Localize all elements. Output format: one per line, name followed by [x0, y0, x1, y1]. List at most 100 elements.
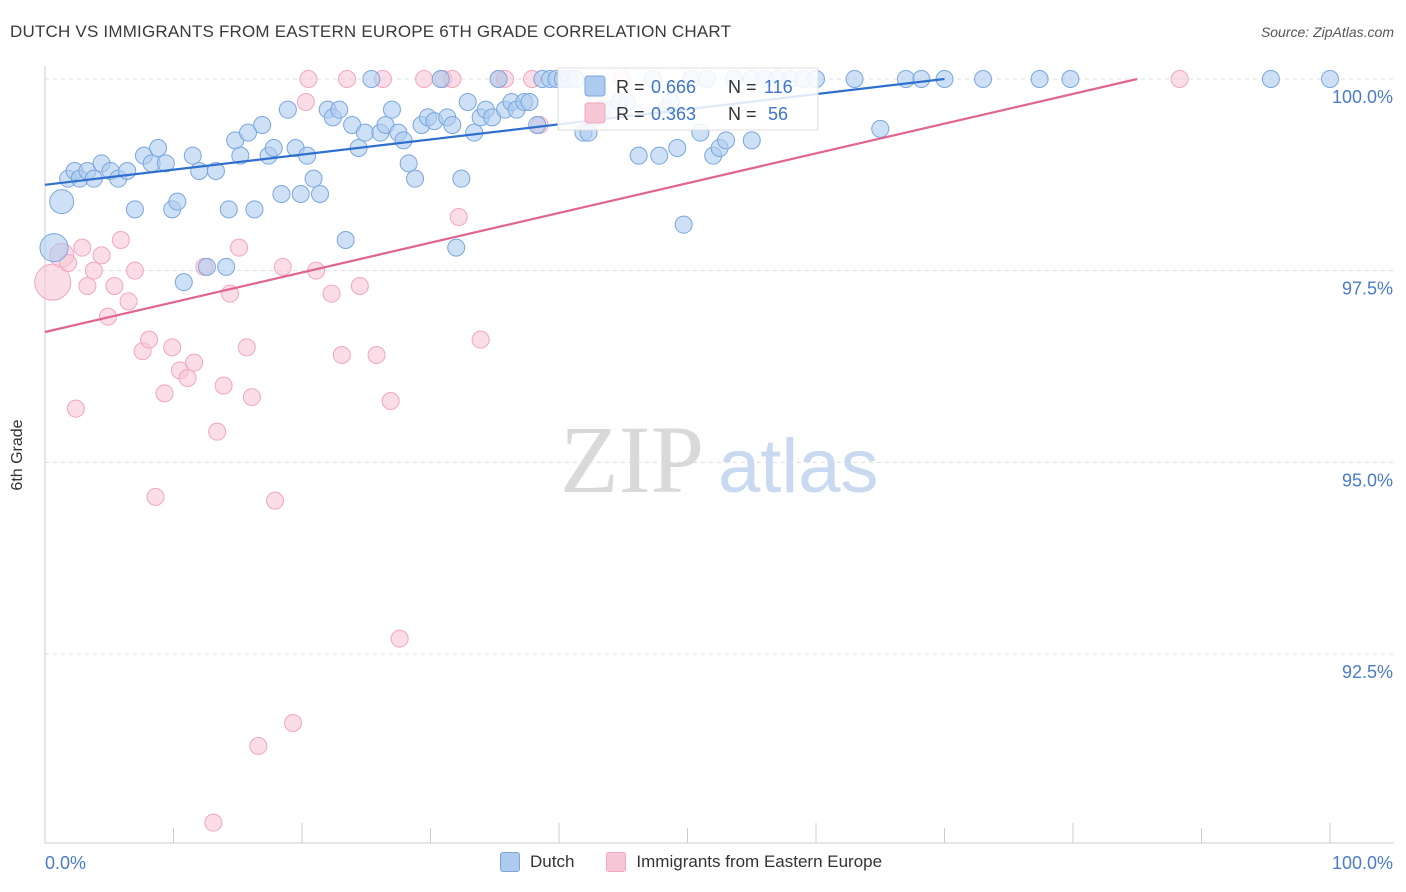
dutch-point [382, 100, 401, 119]
dutch-point [974, 70, 993, 88]
legend-immigrants-r-label: R = [616, 104, 650, 124]
immigrant-point [208, 422, 227, 441]
immigrant-point [266, 491, 285, 510]
dutch-point [174, 273, 193, 292]
immigrant-point [78, 277, 97, 295]
x-tick-label-max: 100.0% [1332, 853, 1393, 873]
dutch-point [264, 139, 283, 157]
dutch-point [871, 119, 890, 138]
immigrant-point [111, 231, 130, 249]
dutch-point [629, 146, 648, 165]
legend-dutch-n-label: N = [728, 77, 762, 97]
y-tick-label: 97.5% [1342, 279, 1393, 299]
dutch-point [489, 70, 508, 88]
dutch-point [1030, 70, 1049, 88]
dutch-point [239, 123, 258, 142]
dutch-point [206, 162, 225, 180]
bottom-legend-dutch-swatch [500, 852, 520, 872]
dutch-point [1061, 70, 1080, 88]
x-tick-label-min: 0.0% [45, 853, 86, 873]
dutch-point [668, 139, 687, 157]
source-label: Source: ZipAtlas.com [1260, 24, 1394, 40]
immigrant-point [92, 246, 111, 265]
legend-swatch-dutch [584, 75, 606, 97]
immigrant-point [273, 257, 292, 276]
legend-immigrants-r-value: 0.363 [651, 104, 696, 124]
dutch-point [362, 70, 381, 88]
immigrant-point [390, 629, 409, 648]
dutch-point [197, 257, 216, 276]
dutch-point [118, 162, 137, 180]
dutch-point [245, 200, 264, 219]
dutch-point [845, 70, 864, 88]
dutch-point [183, 146, 202, 165]
immigrant-point [381, 392, 400, 410]
immigrant-point [119, 292, 138, 311]
chart-title: DUTCH VS IMMIGRANTS FROM EASTERN EUROPE … [10, 22, 732, 41]
dutch-point [447, 238, 466, 257]
dutch-point [272, 185, 291, 203]
immigrant-point [146, 487, 165, 506]
dutch-point [1321, 70, 1339, 88]
immigrant-point [367, 346, 386, 364]
dutch-point [336, 231, 355, 249]
immigrant-point [449, 208, 468, 226]
legend-swatch-immigrants [584, 102, 606, 124]
dutch-point [355, 123, 374, 142]
immigrant-point [332, 346, 351, 364]
legend-immigrants-n-value: 56 [768, 104, 788, 124]
watermark-zip: ZIP [560, 406, 704, 513]
bottom-legend-immigrants: Immigrants from Eastern Europe [606, 852, 882, 872]
y-tick-label: 100.0% [1332, 87, 1393, 107]
immigrant-point [73, 238, 92, 257]
dutch-point [330, 100, 349, 119]
immigrant-point [155, 384, 174, 403]
immigrant-point [322, 284, 341, 303]
dutch-point [149, 139, 168, 157]
dutch-point [520, 93, 539, 111]
dutch-point [304, 169, 323, 188]
immigrant-point [84, 261, 103, 280]
dutch-point [49, 189, 75, 215]
immigrant-point [249, 737, 268, 755]
dutch-point [253, 116, 272, 134]
immigrant-point [59, 254, 78, 272]
dutch-point [452, 169, 471, 188]
immigrant-point [125, 261, 144, 280]
immigrant-point [237, 338, 256, 357]
dutch-point [912, 70, 931, 88]
dutch-point [717, 131, 736, 150]
immigrant-point [230, 238, 249, 257]
dutch-point [674, 215, 693, 234]
bottom-legend: Dutch Immigrants from Eastern Europe [500, 852, 914, 872]
dutch-point [278, 100, 297, 119]
dutch-point [650, 146, 669, 165]
immigrant-point [350, 277, 369, 295]
dutch-point [156, 154, 175, 173]
dutch-point [219, 200, 238, 219]
immigrant-point [163, 338, 182, 357]
immigrant-point [140, 330, 159, 349]
bottom-legend-immigrants-swatch [606, 852, 627, 872]
dutch-point [291, 185, 310, 203]
dutch-point [168, 192, 187, 211]
dutch-point [443, 116, 462, 134]
dutch-point [125, 200, 144, 219]
immigrant-point [284, 714, 303, 732]
immigrant-point [204, 813, 223, 832]
dutch-point [399, 154, 418, 173]
legend-dutch-n-value: 116 [764, 77, 793, 97]
legend-dutch-r-label: R = [616, 77, 650, 97]
dutch-point [39, 233, 69, 263]
immigrant-point [214, 376, 233, 395]
dutch-point [231, 146, 250, 165]
dutch-point [458, 93, 477, 111]
dutch-point [528, 116, 547, 134]
immigrant-point [1170, 70, 1189, 88]
dutch-point [394, 131, 413, 150]
immigrant-point [66, 399, 85, 418]
immigrant-point [337, 70, 356, 88]
dutch-point [1261, 70, 1280, 88]
immigrant-point [415, 70, 434, 88]
